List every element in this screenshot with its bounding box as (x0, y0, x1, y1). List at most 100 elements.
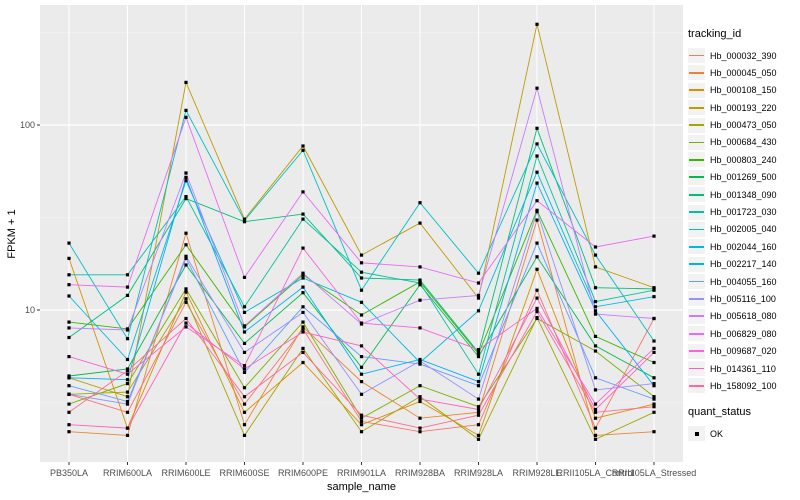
data-point (125, 426, 130, 430)
legend-line-sample (689, 158, 704, 161)
data-point (652, 384, 656, 388)
x-tick-label: RRIM928LA (454, 468, 503, 478)
data-point (359, 253, 364, 257)
data-point (125, 378, 130, 382)
legend-line-sample (689, 385, 704, 387)
data-point (242, 367, 247, 371)
data-point (184, 197, 188, 201)
legend-item: Hb_002217_140 (688, 256, 800, 272)
data-point (418, 298, 422, 302)
legend-key-line-swatch (688, 221, 705, 237)
legend-item-label: Hb_002005_040 (710, 224, 777, 235)
data-point (593, 344, 598, 348)
legend-line-sample (689, 367, 704, 370)
legend-item-label: Hb_005116_100 (710, 293, 776, 304)
x-tick-label: RRIM928LE (512, 468, 561, 478)
legend-item-label: Hb_000108_150 (710, 85, 777, 96)
data-point (535, 142, 539, 146)
data-point (359, 419, 364, 423)
data-point (652, 397, 656, 401)
data-point (359, 270, 364, 274)
data-point (242, 386, 247, 390)
data-point (652, 316, 656, 321)
data-point (301, 320, 305, 324)
x-axis-title: sample_name (327, 481, 396, 493)
legend-key-line-swatch (688, 100, 705, 116)
data-point (301, 285, 305, 289)
legend-line-sample (689, 124, 704, 126)
legend-key-line-swatch (688, 187, 705, 203)
data-point (67, 402, 71, 406)
data-point (593, 334, 598, 338)
data-point (593, 388, 598, 392)
legend-title-quant-status: quant_status (688, 406, 751, 419)
data-point (67, 430, 71, 434)
data-point (476, 350, 481, 354)
data-point (418, 397, 422, 401)
legend-item: Hb_000108_150 (688, 82, 800, 98)
data-point (476, 410, 481, 414)
legend-key-line-swatch (688, 204, 705, 220)
legend-key-line-swatch (688, 308, 705, 324)
legend-line-sample (689, 211, 704, 213)
data-point (67, 376, 71, 380)
legend-line-sample (689, 298, 704, 300)
legend-item-label: Hb_005618_080 (710, 311, 777, 322)
data-point (652, 288, 656, 292)
data-point (125, 410, 130, 414)
legend-key-line-swatch (688, 326, 705, 342)
legend-item: Hb_000045_050 (688, 65, 800, 81)
data-point (593, 376, 598, 380)
data-point (184, 171, 188, 175)
data-point (125, 390, 130, 394)
data-point (242, 305, 247, 309)
data-point (593, 300, 598, 304)
legend-item-label: Hb_000473_050 (710, 120, 777, 131)
data-point (652, 339, 656, 343)
data-point (184, 321, 188, 325)
legend-key-line-swatch (688, 291, 705, 307)
series-points-Hb_004055_160 (67, 241, 656, 404)
data-point (535, 199, 539, 203)
data-point (184, 108, 188, 112)
data-point (184, 297, 188, 301)
legend-item-label: Hb_002044_160 (710, 241, 777, 252)
data-point (652, 405, 656, 409)
data-point (301, 212, 305, 216)
data-point (125, 328, 130, 332)
data-point (301, 346, 305, 350)
x-tick-label: RRII105LA_Control (556, 468, 634, 478)
data-point (359, 313, 364, 317)
data-point (476, 423, 481, 427)
data-point (535, 255, 539, 259)
legend-item-label: Hb_000684_430 (710, 137, 777, 148)
series-points-Hb_158092_100 (67, 310, 656, 430)
data-point (593, 407, 598, 412)
data-point (301, 291, 305, 295)
legend-key-line-swatch (688, 82, 705, 98)
data-point (242, 410, 247, 414)
data-point (476, 397, 481, 401)
data-point (476, 309, 481, 313)
data-point (184, 231, 188, 235)
data-point (184, 290, 188, 294)
legend-item: Hb_001723_030 (688, 204, 800, 220)
data-point (242, 218, 247, 222)
data-point (652, 346, 656, 350)
series-points-Hb_001269_500 (67, 255, 656, 380)
legend-panel: tracking_id Hb_000032_390 Hb_000045_050 Hb… (688, 28, 800, 444)
legend-line-sample (689, 54, 704, 57)
data-point (593, 402, 598, 406)
data-point (301, 350, 305, 354)
legend-item: Hb_158092_100 (688, 378, 800, 394)
data-point (301, 271, 305, 275)
data-point (593, 426, 598, 430)
legend-item: Hb_002005_040 (688, 221, 800, 237)
data-point (67, 355, 71, 359)
data-point (418, 426, 422, 430)
data-point (593, 410, 598, 414)
series-points-Hb_014361_110 (67, 296, 656, 430)
data-point (476, 384, 481, 388)
data-point (359, 380, 364, 384)
